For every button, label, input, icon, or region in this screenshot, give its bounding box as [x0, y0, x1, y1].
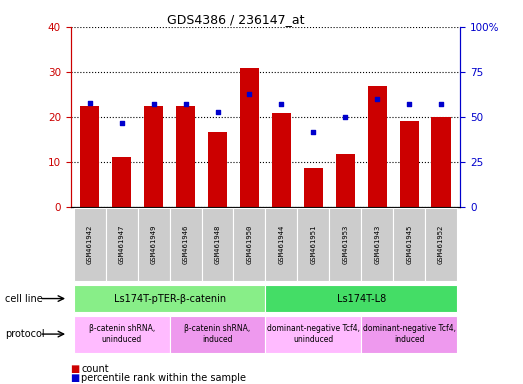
Text: dominant-negative Tcf4,
induced: dominant-negative Tcf4, induced [362, 324, 456, 344]
Point [150, 101, 158, 108]
Point [373, 96, 381, 102]
Bar [266, 285, 457, 313]
Bar [240, 68, 259, 207]
Text: GSM461943: GSM461943 [374, 225, 380, 265]
Bar [400, 121, 419, 207]
Point [277, 101, 286, 108]
Text: GSM461945: GSM461945 [406, 225, 412, 265]
Text: GSM461953: GSM461953 [342, 225, 348, 265]
Text: GSM461948: GSM461948 [214, 225, 221, 265]
Text: protocol: protocol [5, 329, 45, 339]
Text: cell line: cell line [5, 293, 43, 304]
Bar [74, 316, 169, 353]
Bar [74, 208, 106, 281]
Text: ■: ■ [71, 373, 80, 383]
Bar [112, 157, 131, 207]
Bar [304, 168, 323, 207]
Bar [201, 208, 233, 281]
Bar [74, 285, 266, 313]
Bar [144, 106, 163, 207]
Bar [106, 208, 138, 281]
Point [86, 99, 94, 106]
Text: Ls174T-pTER-β-catenin: Ls174T-pTER-β-catenin [113, 293, 225, 304]
Text: β-catenin shRNA,
uninduced: β-catenin shRNA, uninduced [88, 324, 155, 344]
Bar [272, 113, 291, 207]
Bar [169, 316, 266, 353]
Bar [80, 106, 99, 207]
Bar [208, 132, 227, 207]
Point [405, 101, 413, 108]
Bar [176, 106, 195, 207]
Bar [298, 208, 329, 281]
Text: GSM461952: GSM461952 [438, 225, 444, 265]
Point [245, 91, 254, 97]
Bar [425, 208, 457, 281]
Bar [393, 208, 425, 281]
Text: percentile rank within the sample: percentile rank within the sample [81, 373, 246, 383]
Point [181, 101, 190, 108]
Text: β-catenin shRNA,
induced: β-catenin shRNA, induced [185, 324, 251, 344]
Text: Ls174T-L8: Ls174T-L8 [337, 293, 386, 304]
Text: dominant-negative Tcf4,
uninduced: dominant-negative Tcf4, uninduced [267, 324, 360, 344]
Point [437, 101, 445, 108]
Text: GSM461949: GSM461949 [151, 225, 157, 265]
Point [213, 109, 222, 115]
Text: GDS4386 / 236147_at: GDS4386 / 236147_at [167, 13, 304, 26]
Text: ■: ■ [71, 364, 80, 374]
Bar [233, 208, 266, 281]
Bar [169, 208, 201, 281]
Point [341, 114, 349, 120]
Point [309, 129, 317, 135]
Text: GSM461951: GSM461951 [310, 225, 316, 265]
Bar [329, 208, 361, 281]
Bar [138, 208, 169, 281]
Text: GSM461942: GSM461942 [87, 225, 93, 265]
Text: GSM461946: GSM461946 [183, 225, 189, 265]
Point [118, 119, 126, 126]
Bar [266, 316, 361, 353]
Bar [431, 117, 451, 207]
Bar [336, 154, 355, 207]
Text: GSM461950: GSM461950 [246, 225, 253, 265]
Bar [361, 208, 393, 281]
Bar [368, 86, 387, 207]
Text: GSM461947: GSM461947 [119, 225, 124, 265]
Bar [361, 316, 457, 353]
Text: GSM461944: GSM461944 [278, 225, 285, 265]
Bar [266, 208, 298, 281]
Text: count: count [81, 364, 109, 374]
